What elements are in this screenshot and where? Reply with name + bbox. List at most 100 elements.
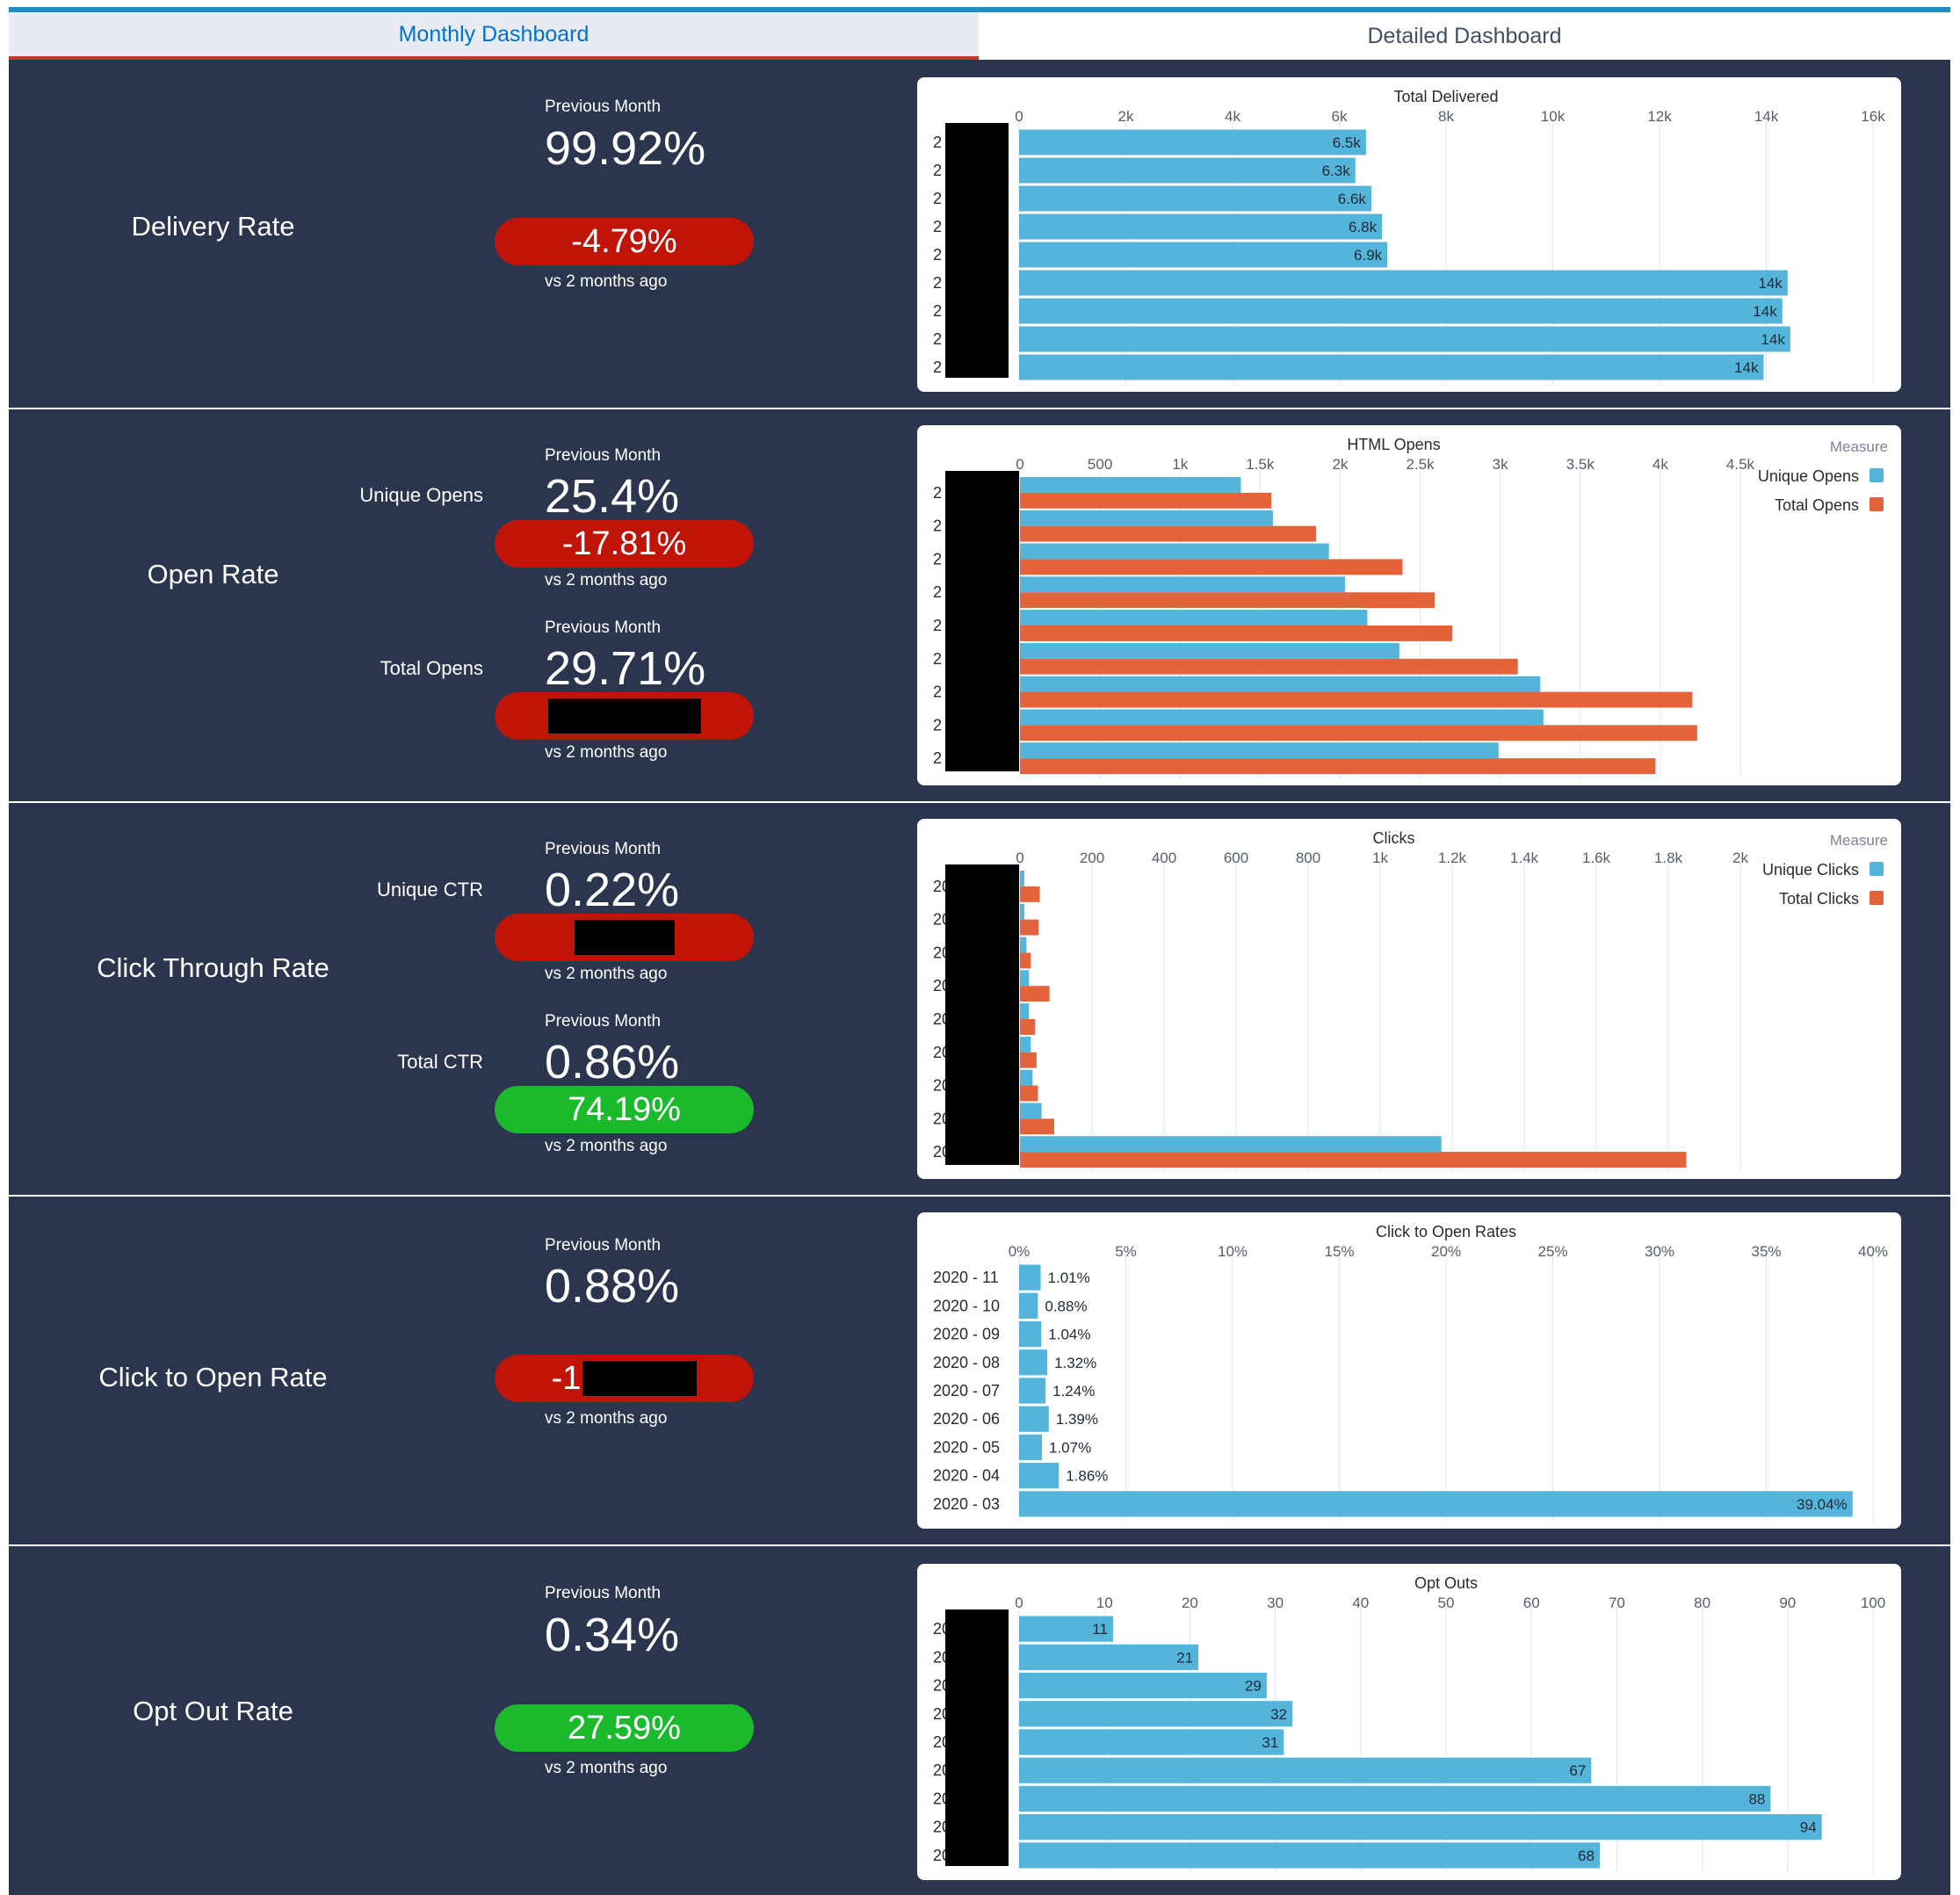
bar	[1019, 1757, 1592, 1783]
legend-entry: Unique Clicks	[1762, 861, 1859, 879]
bar	[1019, 1349, 1048, 1376]
bar	[1020, 477, 1241, 493]
bar	[1020, 970, 1030, 987]
data-label: 1.07%	[1049, 1439, 1091, 1456]
bar	[1020, 758, 1656, 774]
category-label: 2	[933, 246, 942, 264]
tick-label: 4k	[1225, 108, 1240, 125]
bar	[1019, 129, 1366, 156]
bar	[1020, 986, 1050, 1002]
bar	[1019, 1434, 1043, 1461]
data-label: 6.6k	[1338, 191, 1367, 207]
previous-month-label: Previous Month	[545, 446, 662, 465]
bar	[1019, 1814, 1822, 1841]
data-label: 14k	[1758, 275, 1783, 292]
click-to-open-change-badge: -1	[495, 1355, 754, 1402]
data-label: 14k	[1761, 331, 1785, 348]
unique-opens-label: Unique Opens	[359, 484, 483, 506]
tick-label: 600	[1224, 850, 1248, 866]
tick-label: 10	[1096, 1595, 1113, 1611]
delivery-rate-change: -4.79%	[571, 222, 677, 260]
previous-month-label: Previous Month	[545, 618, 662, 637]
bar	[1019, 1378, 1046, 1404]
category-label: 2	[933, 716, 942, 734]
category-label: 2020 - 11	[933, 1269, 999, 1286]
data-label: 1.01%	[1048, 1269, 1090, 1286]
category-label: 2	[933, 583, 942, 601]
bar	[1019, 1463, 1060, 1489]
total-opens-value: 29.71%	[545, 642, 706, 695]
bar	[1019, 270, 1788, 296]
tick-label: 6k	[1332, 108, 1348, 125]
vs-label: vs 2 months ago	[545, 571, 668, 589]
bar	[1020, 543, 1329, 560]
click-to-open-chart[interactable]: Click to Open Rates 0% 5% 10% 15% 20% 25% 30% 35…	[917, 1212, 1901, 1529]
chart-title: Opt Outs	[1414, 1574, 1478, 1592]
vs-label: vs 2 months ago	[545, 743, 668, 762]
bar	[1020, 525, 1317, 542]
data-label: 14k	[1734, 359, 1759, 376]
bar	[1020, 1152, 1687, 1168]
category-label: 2	[933, 550, 942, 568]
redacted-block	[582, 1361, 698, 1396]
bar	[1019, 157, 1356, 184]
redacted-block	[574, 920, 675, 955]
html-opens-chart[interactable]: HTML Opens 0 500 1k 1.5k 2k 2.5k 3k 3.5k 4k 4.5k 2 2…	[917, 425, 1901, 785]
tick-label: 1.4k	[1510, 850, 1539, 866]
opt-out-rate-change-badge: 27.59%	[495, 1704, 754, 1752]
tick-label: 4k	[1653, 456, 1668, 473]
tick-label: 20	[1182, 1595, 1198, 1611]
bar	[1020, 937, 1027, 953]
bar	[1019, 298, 1783, 324]
top-accent-bar	[9, 7, 1950, 12]
bar	[1020, 1036, 1031, 1052]
tab-monthly-dashboard[interactable]: Monthly Dashboard	[9, 12, 979, 60]
redacted-block	[945, 1609, 1009, 1866]
opt-outs-chart[interactable]: Opt Outs 0 10 20 30 40 50 60 70 80 90 100 20 20 20 20 20…	[917, 1564, 1901, 1880]
category-label: 2020 - 05	[933, 1438, 1000, 1456]
bar	[1019, 326, 1790, 352]
delivery-rate-title: Delivery Rate	[131, 211, 295, 242]
redacted-block	[547, 698, 701, 734]
tick-label: 40%	[1858, 1243, 1888, 1260]
data-label: 11	[1092, 1621, 1108, 1638]
bar	[1020, 725, 1697, 741]
tick-label: 1.8k	[1654, 850, 1683, 866]
vs-label: vs 2 months ago	[545, 272, 668, 291]
clicks-chart[interactable]: Clicks 0 200 400 600 800 1k 1.2k 1.4k 1.6k 1.8k 2k 2…	[917, 819, 1901, 1179]
bar	[1020, 1052, 1037, 1068]
tick-label: 10k	[1541, 108, 1566, 125]
legend-entry: Unique Opens	[1758, 467, 1859, 485]
unique-ctr-value: 0.22%	[545, 864, 680, 916]
tick-label: 30	[1267, 1595, 1284, 1611]
open-rate-section: Open Rate Unique Opens Previous Month 25…	[9, 409, 1950, 801]
bar	[1020, 642, 1399, 659]
data-label: 31	[1262, 1734, 1278, 1751]
tick-label: 50	[1438, 1595, 1455, 1611]
delivery-rate-section: Delivery Rate Previous Month 99.92% -4.7…	[9, 60, 1950, 408]
tick-label: 80	[1694, 1595, 1710, 1611]
data-label: 67	[1569, 1762, 1586, 1779]
category-label: 2020 - 06	[933, 1410, 1000, 1428]
opt-out-rate-change: 27.59%	[568, 1709, 681, 1747]
bar	[1020, 952, 1031, 969]
redacted-block	[945, 123, 1009, 378]
bar	[1019, 242, 1388, 268]
bar	[1020, 576, 1345, 593]
total-delivered-chart[interactable]: Total Delivered 0 2k 4k 6k 8k 10k 12k 14k 16k 2 2 2 2…	[917, 77, 1901, 392]
previous-month-label: Previous Month	[545, 98, 662, 116]
bar	[1020, 1085, 1038, 1102]
delivery-rate-value: 99.92%	[545, 122, 706, 175]
bar	[1020, 658, 1518, 675]
tick-label: 1.2k	[1438, 850, 1467, 866]
bar	[1020, 919, 1039, 936]
tab-detailed-dashboard[interactable]: Detailed Dashboard	[979, 12, 1950, 60]
category-label: 2	[933, 162, 942, 179]
chart-svg: HTML Opens 0 500 1k 1.5k 2k 2.5k 3k 3.5k 4k 4.5k 2 2…	[933, 436, 1888, 778]
unique-opens-change-badge: -17.81%	[495, 520, 754, 568]
tick-label: 8k	[1438, 108, 1454, 125]
bar	[1020, 610, 1368, 626]
category-label: 2	[933, 330, 942, 348]
tick-label: 10%	[1218, 1243, 1248, 1260]
category-label: 2020 - 08	[933, 1354, 1000, 1371]
